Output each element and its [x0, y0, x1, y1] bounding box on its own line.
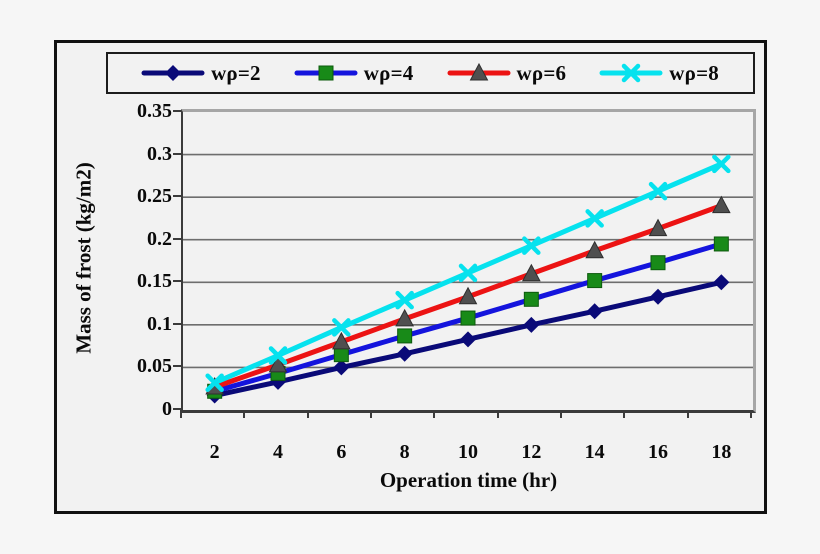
- x-tick-label: 6: [336, 441, 347, 463]
- triangle-marker: [395, 308, 414, 327]
- plot-area: [181, 109, 756, 413]
- x-marker: [622, 63, 641, 83]
- x-tick-label: 10: [458, 441, 478, 463]
- x-axis-tick: [623, 410, 626, 418]
- diamond-marker: [396, 345, 413, 362]
- diamond-marker: [523, 316, 540, 333]
- x-marker: [205, 373, 224, 393]
- diamond-marker: [460, 331, 476, 348]
- x-axis-tick: [370, 410, 372, 418]
- x-marker: [712, 154, 731, 174]
- diamond-marker: [713, 274, 730, 291]
- x-marker-stroke: [332, 318, 351, 337]
- y-tick-label: 0.25: [137, 185, 172, 208]
- x-marker: [648, 181, 668, 201]
- legend-item-1: wρ=4: [294, 60, 414, 86]
- y-axis-tick: [173, 195, 181, 198]
- x-marker-stroke: [648, 181, 668, 201]
- triangle-marker: [268, 354, 288, 373]
- chart-legend: wρ=2 wρ=4 wρ=6 wρ=8: [106, 52, 755, 94]
- y-tick-label: 0.1: [147, 312, 172, 335]
- triangle-marker: [469, 62, 488, 81]
- y-axis-tick: [173, 365, 181, 368]
- x-tick-label: 12: [521, 441, 542, 463]
- x-tick-label: 2: [209, 441, 220, 463]
- legend-marker-icon: [447, 62, 511, 81]
- x-axis-tick: [306, 410, 309, 418]
- triangle-marker: [648, 218, 668, 237]
- legend-item-3: wρ=8: [599, 60, 719, 86]
- x-tick-label: 4: [273, 441, 283, 463]
- legend-label: wρ=8: [669, 60, 719, 85]
- x-axis-tick: [750, 410, 752, 418]
- x-axis-tick: [243, 410, 246, 418]
- square-marker: [650, 255, 666, 271]
- x-axis-tick: [180, 410, 182, 418]
- x-axis-tick: [433, 410, 436, 418]
- chart-frame: [54, 40, 767, 514]
- x-marker-stroke: [458, 263, 478, 283]
- y-axis-tick: [173, 152, 181, 155]
- x-marker-stroke: [522, 236, 541, 255]
- x-marker: [522, 236, 541, 255]
- y-tick-label: 0.35: [137, 100, 172, 122]
- square-marker: [333, 347, 349, 363]
- x-axis-tick: [686, 410, 689, 418]
- square-marker: [713, 236, 729, 252]
- triangle-marker: [522, 263, 541, 282]
- y-tick-label: 0.3: [147, 142, 172, 165]
- x-axis-tick: [560, 410, 562, 418]
- square-marker: [460, 310, 476, 326]
- legend-label: wρ=6: [516, 60, 567, 85]
- y-axis-tick: [173, 237, 181, 240]
- diamond-marker: [333, 359, 350, 376]
- x-marker-stroke: [622, 63, 641, 83]
- diamond-marker: [650, 288, 666, 305]
- x-marker-stroke: [395, 290, 414, 310]
- x-tick-label: 14: [584, 441, 605, 463]
- square-marker: [587, 273, 603, 289]
- legend-marker-icon: [599, 63, 663, 83]
- legend-marker-icon: [294, 65, 358, 81]
- x-marker-stroke: [205, 373, 224, 393]
- x-tick-label: 18: [711, 441, 732, 463]
- diamond-marker: [586, 303, 603, 320]
- x-marker-stroke: [268, 346, 288, 365]
- x-marker-stroke: [585, 209, 604, 228]
- y-axis-tick: [173, 322, 181, 325]
- triangle-marker: [585, 240, 604, 259]
- triangle-marker: [332, 331, 351, 350]
- square-marker: [318, 65, 334, 81]
- square-marker: [397, 328, 413, 344]
- triangle-marker: [458, 286, 478, 305]
- triangle-marker: [712, 195, 731, 214]
- x-marker: [395, 290, 414, 310]
- legend-marker-icon: [141, 65, 205, 81]
- legend-label: wρ=4: [363, 60, 414, 85]
- x-tick-label: 16: [648, 441, 668, 463]
- legend-label: wρ=2: [211, 60, 261, 85]
- x-marker-stroke: [712, 154, 731, 174]
- x-marker: [332, 318, 351, 337]
- x-axis-title: Operation time (hr): [379, 468, 558, 492]
- legend-item-2: wρ=6: [447, 60, 567, 86]
- x-tick-label: 8: [399, 441, 410, 463]
- diamond-marker: [165, 65, 182, 81]
- y-axis-tick: [173, 280, 181, 283]
- y-tick-label: 0.05: [137, 355, 172, 378]
- chart-canvas: [183, 153, 753, 404]
- x-marker: [268, 346, 288, 365]
- legend-item-0: wρ=2: [141, 60, 261, 86]
- y-tick-label: 0: [162, 398, 172, 420]
- y-axis-tick: [173, 408, 181, 410]
- y-axis-tick: [173, 110, 181, 112]
- y-tick-label: 0.15: [137, 270, 172, 293]
- x-axis-tick: [496, 410, 499, 418]
- y-axis-title: Mass of frost (kg/m2): [71, 162, 96, 354]
- x-marker: [458, 263, 478, 283]
- x-marker: [585, 209, 604, 228]
- y-tick-label: 0.2: [147, 227, 172, 250]
- square-marker: [523, 291, 539, 307]
